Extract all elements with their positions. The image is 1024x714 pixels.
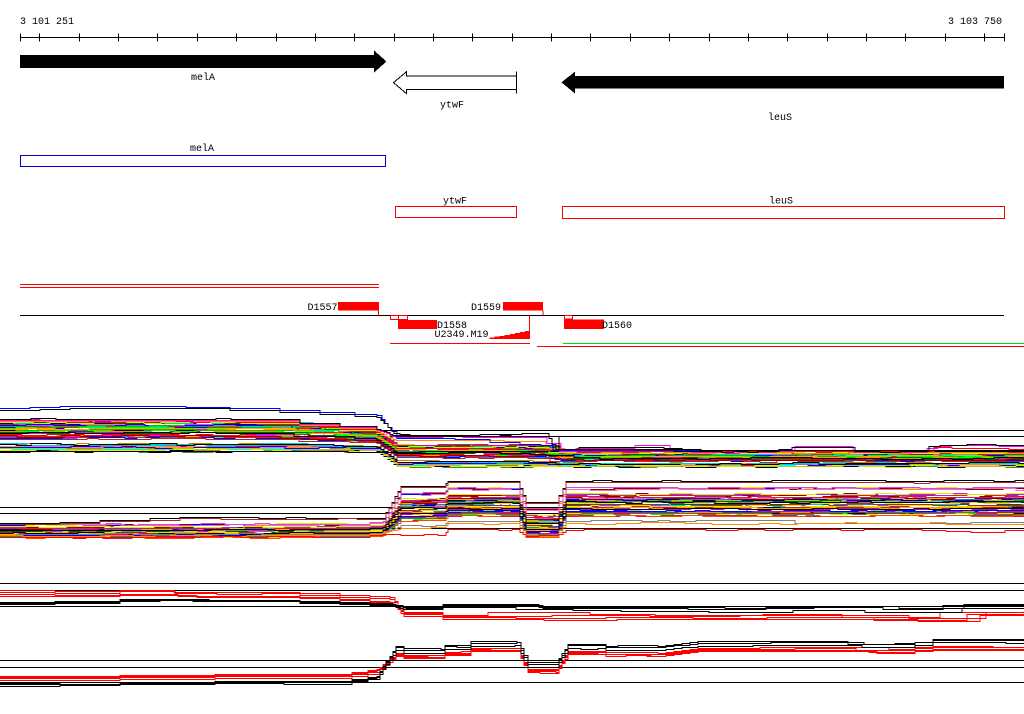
- svg-text:ytwF: ytwF: [440, 101, 464, 112]
- svg-text:D1557: D1557: [307, 303, 337, 314]
- svg-text:melA: melA: [190, 143, 214, 155]
- svg-text:D1558: D1558: [437, 321, 467, 332]
- svg-text:D1559: D1559: [471, 303, 501, 314]
- svg-text:leuS: leuS: [769, 196, 793, 208]
- svg-text:leuS: leuS: [768, 112, 792, 124]
- svg-text:3 103 750: 3 103 750: [948, 17, 1002, 28]
- svg-text:U2349.M19: U2349.M19: [435, 330, 489, 341]
- svg-text:D1560: D1560: [602, 321, 632, 332]
- svg-text:ytwF: ytwF: [443, 197, 467, 208]
- svg-text:3 101 251: 3 101 251: [20, 17, 74, 28]
- svg-text:melA: melA: [191, 72, 215, 84]
